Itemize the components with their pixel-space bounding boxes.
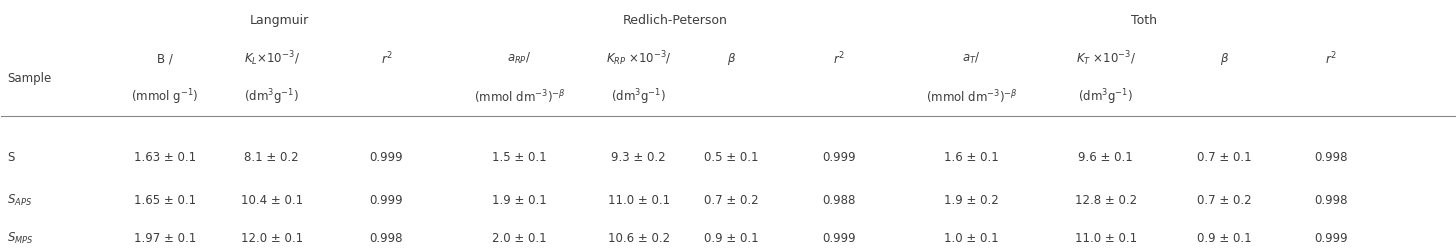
Text: 0.7 ± 0.2: 0.7 ± 0.2 [1197, 194, 1252, 207]
Text: $r^2$: $r^2$ [833, 51, 844, 67]
Text: 2.0 ± 0.1: 2.0 ± 0.1 [492, 232, 547, 245]
Text: 0.998: 0.998 [370, 232, 403, 245]
Text: 11.0 ± 0.1: 11.0 ± 0.1 [1075, 232, 1137, 245]
Text: 1.63 ± 0.1: 1.63 ± 0.1 [134, 151, 197, 164]
Text: 1.0 ± 0.1: 1.0 ± 0.1 [943, 232, 999, 245]
Text: 0.999: 0.999 [370, 194, 403, 207]
Text: 0.998: 0.998 [1315, 151, 1348, 164]
Text: 0.999: 0.999 [823, 151, 856, 164]
Text: 1.6 ± 0.1: 1.6 ± 0.1 [943, 151, 999, 164]
Text: 0.988: 0.988 [823, 194, 856, 207]
Text: 10.4 ± 0.1: 10.4 ± 0.1 [240, 194, 303, 207]
Text: (dm$^3$g$^{-1}$): (dm$^3$g$^{-1}$) [1079, 88, 1133, 107]
Text: $K_L$$\times$$10^{-3}$/: $K_L$$\times$$10^{-3}$/ [243, 50, 300, 68]
Text: (mmol dm$^{-3}$)$^{-\beta}$: (mmol dm$^{-3}$)$^{-\beta}$ [473, 89, 565, 106]
Text: 1.5 ± 0.1: 1.5 ± 0.1 [492, 151, 547, 164]
Text: Sample: Sample [7, 72, 51, 85]
Text: 10.6 ± 0.2: 10.6 ± 0.2 [607, 232, 670, 245]
Text: 1.9 ± 0.1: 1.9 ± 0.1 [492, 194, 547, 207]
Text: $r^2$: $r^2$ [1325, 51, 1337, 67]
Text: 12.0 ± 0.1: 12.0 ± 0.1 [240, 232, 303, 245]
Text: 0.999: 0.999 [823, 232, 856, 245]
Text: 0.7 ± 0.1: 0.7 ± 0.1 [1197, 151, 1252, 164]
Text: $\beta$: $\beta$ [1220, 51, 1229, 67]
Text: $a_{RP}$/: $a_{RP}$/ [507, 51, 531, 66]
Text: 9.6 ± 0.1: 9.6 ± 0.1 [1079, 151, 1133, 164]
Text: $r^2$: $r^2$ [380, 51, 393, 67]
Text: 12.8 ± 0.2: 12.8 ± 0.2 [1075, 194, 1137, 207]
Text: $\beta$: $\beta$ [727, 51, 737, 67]
Text: (dm$^3$g$^{-1}$): (dm$^3$g$^{-1}$) [245, 88, 298, 107]
Text: (mmol g$^{-1}$): (mmol g$^{-1}$) [131, 88, 198, 107]
Text: 11.0 ± 0.1: 11.0 ± 0.1 [607, 194, 670, 207]
Text: 1.9 ± 0.2: 1.9 ± 0.2 [943, 194, 999, 207]
Text: S: S [7, 151, 15, 164]
Text: $S_{APS}$: $S_{APS}$ [7, 193, 32, 208]
Text: Toth: Toth [1131, 14, 1156, 27]
Text: B /: B / [157, 52, 173, 65]
Text: 0.5 ± 0.1: 0.5 ± 0.1 [705, 151, 759, 164]
Text: 8.1 ± 0.2: 8.1 ± 0.2 [245, 151, 298, 164]
Text: 0.998: 0.998 [1315, 194, 1348, 207]
Text: 1.97 ± 0.1: 1.97 ± 0.1 [134, 232, 197, 245]
Text: $K_T$ $\times$$10^{-3}$/: $K_T$ $\times$$10^{-3}$/ [1076, 50, 1136, 68]
Text: 0.999: 0.999 [1315, 232, 1348, 245]
Text: $a_T$/: $a_T$/ [962, 51, 981, 66]
Text: 0.9 ± 0.1: 0.9 ± 0.1 [705, 232, 759, 245]
Text: 0.999: 0.999 [370, 151, 403, 164]
Text: 0.7 ± 0.2: 0.7 ± 0.2 [705, 194, 759, 207]
Text: $K_{RP}$ $\times$$10^{-3}$/: $K_{RP}$ $\times$$10^{-3}$/ [606, 50, 671, 68]
Text: (mmol dm$^{-3}$)$^{-\beta}$: (mmol dm$^{-3}$)$^{-\beta}$ [926, 89, 1018, 106]
Text: 9.3 ± 0.2: 9.3 ± 0.2 [612, 151, 665, 164]
Text: $S_{MPS}$: $S_{MPS}$ [7, 231, 33, 246]
Text: Langmuir: Langmuir [250, 14, 309, 27]
Text: Redlich-Peterson: Redlich-Peterson [623, 14, 728, 27]
Text: 1.65 ± 0.1: 1.65 ± 0.1 [134, 194, 197, 207]
Text: 0.9 ± 0.1: 0.9 ± 0.1 [1197, 232, 1252, 245]
Text: (dm$^3$g$^{-1}$): (dm$^3$g$^{-1}$) [612, 88, 665, 107]
